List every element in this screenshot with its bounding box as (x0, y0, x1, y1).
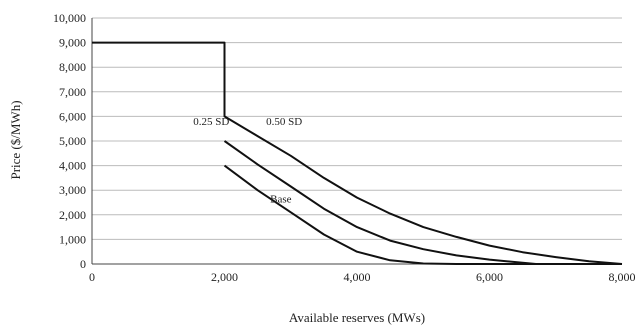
y-tick-label: 5,000 (59, 134, 86, 148)
y-tick-label: 10,000 (53, 11, 86, 25)
series-annotation: 0.50 SD (266, 116, 302, 128)
y-tick-label: 2,000 (59, 208, 86, 222)
x-tick-label: 0 (89, 270, 95, 284)
x-tick-label: 2,000 (211, 270, 238, 284)
series-line-1 (92, 41, 623, 265)
y-tick-label: 6,000 (59, 109, 86, 123)
series-line-2 (223, 140, 622, 265)
series-annotation: Base (270, 194, 292, 206)
y-tick-label: 4,000 (59, 159, 86, 173)
annotations: 0.25 SD 0.50 SD Base (193, 116, 302, 205)
y-tick-labels: 0 1,000 2,000 3,000 4,000 5,000 6,000 7,000 8,00… (53, 11, 86, 271)
y-tick-label: 9,000 (59, 36, 86, 50)
y-axis-label: Price ($/MWh) (8, 100, 23, 179)
gridlines (92, 17, 622, 240)
x-axis-label: Available reserves (MWs) (289, 310, 425, 325)
series-annotation: 0.25 SD (193, 116, 229, 128)
x-tick-label: 6,000 (476, 270, 503, 284)
x-tick-labels: 0 2,000 4,000 6,000 8,000 (89, 270, 636, 284)
y-tick-label: 0 (80, 257, 86, 271)
y-tick-label: 1,000 (59, 232, 86, 246)
y-tick-label: 3,000 (59, 183, 86, 197)
y-tick-label: 7,000 (59, 85, 86, 99)
x-tick-label: 8,000 (609, 270, 636, 284)
x-tick-label: 4,000 (344, 270, 371, 284)
series-lines (92, 41, 623, 265)
y-tick-label: 8,000 (59, 60, 86, 74)
series-line-3 (223, 164, 622, 265)
